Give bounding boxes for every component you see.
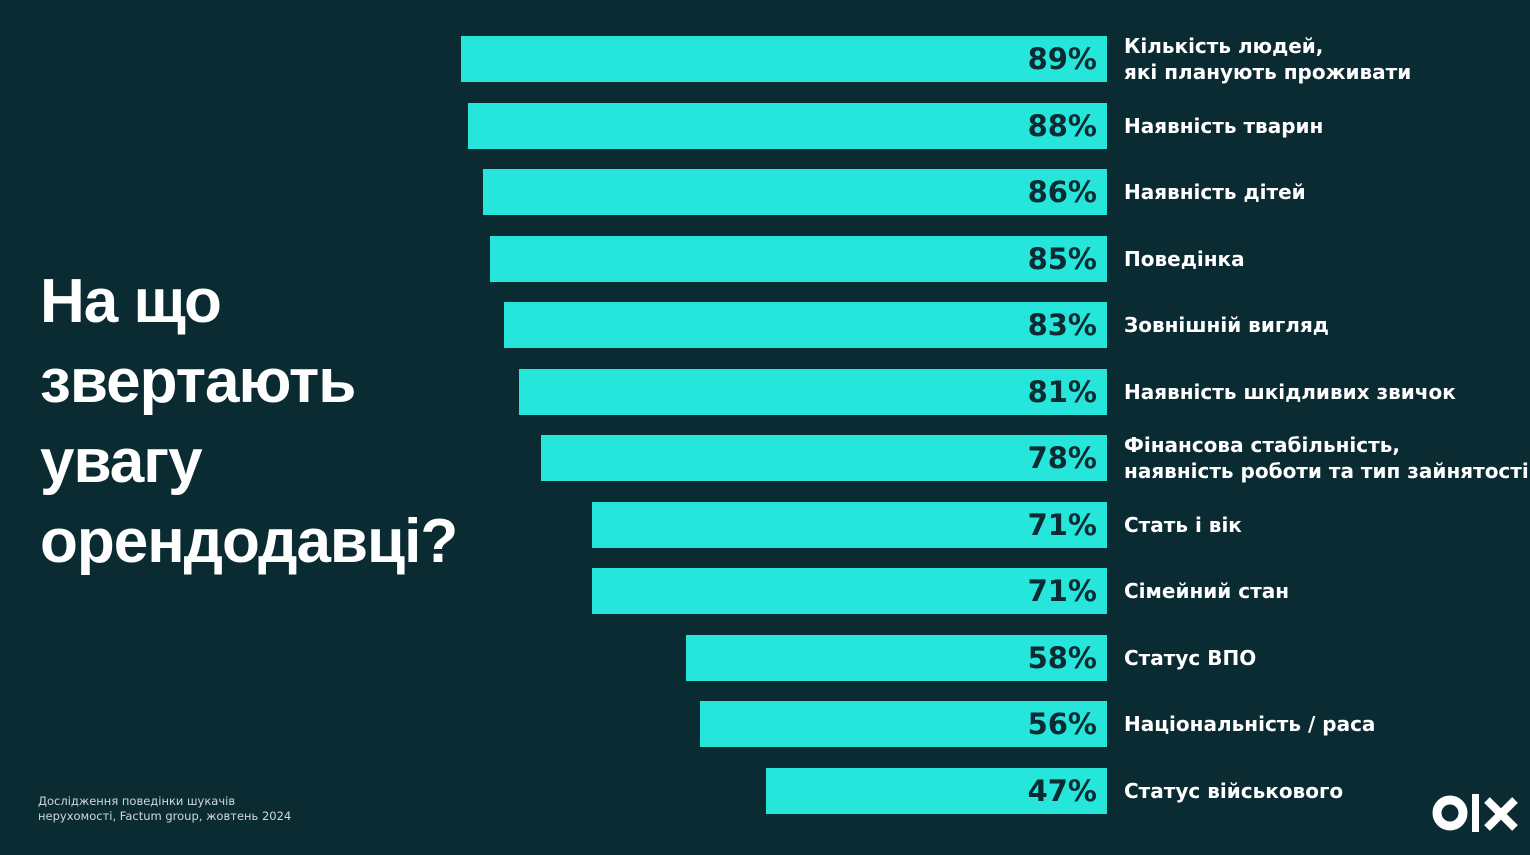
value-label: 81% (1027, 374, 1097, 409)
bar (591, 568, 1107, 614)
category-label: Статус військового (1124, 778, 1344, 803)
value-label: 58% (1027, 640, 1097, 675)
category-label: Кількість людей, які планують проживати (1124, 34, 1412, 84)
category-label: Наявність дітей (1124, 180, 1306, 204)
value-label: 85% (1027, 241, 1097, 276)
value-label: 47% (1027, 773, 1097, 808)
category-label: Фінансова стабільність, наявність роботи… (1124, 433, 1529, 483)
value-label: 71% (1027, 574, 1097, 608)
logo (1432, 794, 1518, 832)
value-label: 88% (1027, 108, 1097, 143)
chart-title: На що звертають увагу орендодавці? (40, 267, 458, 576)
value-label: 83% (1027, 308, 1097, 342)
value-label: 89% (1027, 42, 1097, 76)
value-label: 56% (1027, 707, 1097, 741)
bar (504, 302, 1107, 348)
bar (765, 767, 1107, 814)
category-label: Поведінка (1124, 246, 1245, 271)
category-label: Наявність шкідливих звичок (1124, 379, 1456, 404)
bar (489, 235, 1107, 282)
category-label: Сімейний стан (1124, 579, 1290, 603)
source-note: Дослідження поведінки шукачів нерухомост… (38, 794, 292, 823)
bar (482, 169, 1107, 215)
category-label: Статус ВПО (1124, 645, 1257, 670)
category-label: Стать і вік (1124, 512, 1242, 537)
value-label: 86% (1027, 175, 1097, 209)
category-label: Зовнішній вигляд (1124, 313, 1329, 337)
bar (518, 368, 1107, 415)
value-label: 78% (1027, 441, 1097, 475)
bar (468, 102, 1107, 149)
bar (540, 435, 1107, 481)
bar (700, 701, 1107, 747)
value-label: 71% (1027, 507, 1097, 542)
bar (460, 36, 1107, 82)
bar (685, 634, 1107, 681)
category-label: Національність / раса (1124, 712, 1376, 736)
bar (591, 501, 1107, 548)
category-label: Наявність тварин (1124, 113, 1324, 138)
